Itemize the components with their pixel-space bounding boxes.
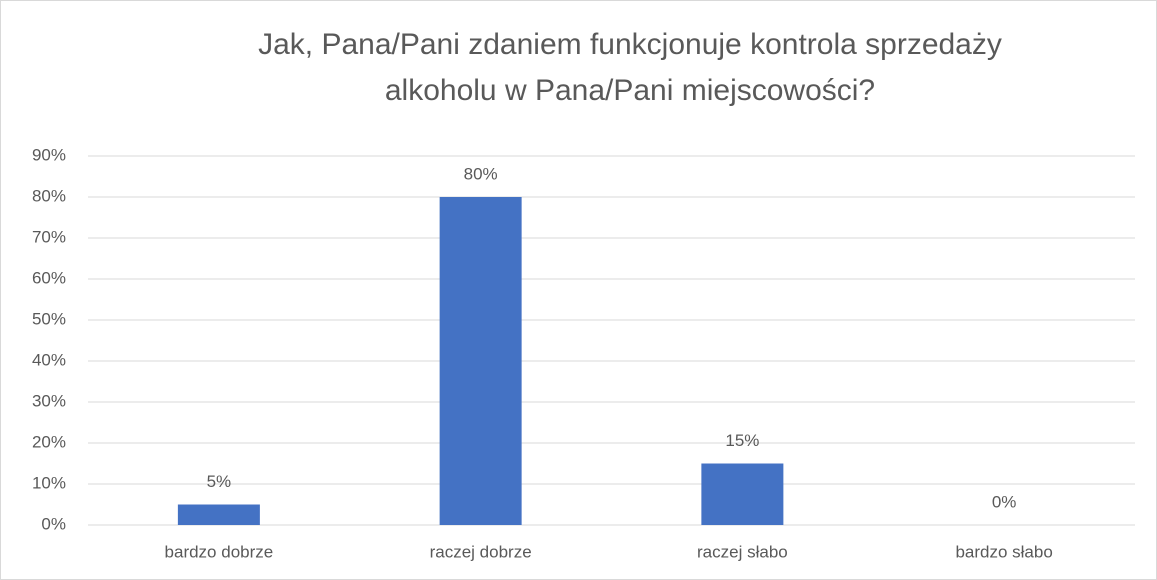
- y-tick-label: 40%: [32, 350, 66, 369]
- data-label: 80%: [464, 164, 498, 183]
- chart-title: Jak, Pana/Pani zdaniem funkcjonuje kontr…: [258, 28, 1002, 107]
- x-tick-label: bardzo słabo: [955, 542, 1052, 561]
- data-label: 0%: [992, 492, 1017, 511]
- y-tick-label: 20%: [32, 432, 66, 451]
- y-tick-label: 80%: [32, 186, 66, 205]
- y-tick-label: 0%: [41, 514, 66, 533]
- y-tick-label: 10%: [32, 473, 66, 492]
- bar: [177, 504, 260, 525]
- y-tick-label: 70%: [32, 227, 66, 246]
- x-tick-label: raczej słabo: [697, 542, 788, 561]
- bar: [701, 463, 784, 525]
- x-tick-label: bardzo dobrze: [165, 542, 274, 561]
- y-tick-label: 50%: [32, 309, 66, 328]
- data-label: 5%: [207, 472, 232, 491]
- y-tick-label: 60%: [32, 268, 66, 287]
- y-tick-label: 30%: [32, 391, 66, 410]
- x-tick-label: raczej dobrze: [430, 542, 532, 561]
- bar: [439, 197, 522, 525]
- data-label: 15%: [725, 431, 759, 450]
- y-tick-label: 90%: [32, 145, 66, 164]
